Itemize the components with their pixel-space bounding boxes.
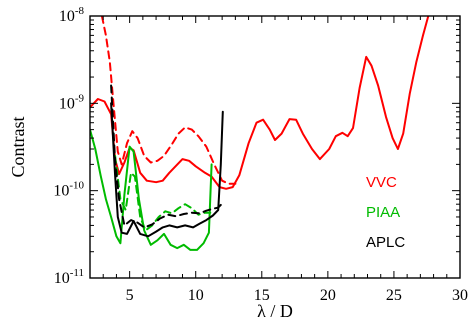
y-tick-label: 10-11	[54, 267, 84, 287]
y-tick-label: 10-8	[59, 5, 85, 25]
series-line-aplc	[110, 102, 224, 238]
x-tick-label: 25	[386, 287, 402, 304]
series-line-dashed-1	[100, 16, 237, 185]
legend-label-aplc: APLC	[366, 234, 405, 251]
legend: VVC PIAA APLC	[366, 174, 405, 251]
legend-label-vvc: VVC	[366, 174, 397, 191]
y-axis-label: Contrast	[8, 117, 28, 178]
x-tick-label: 5	[126, 287, 134, 304]
x-tick-label: 20	[320, 287, 336, 304]
y-tick-label: 10-10	[53, 180, 84, 200]
x-tick-label: 30	[452, 287, 468, 304]
x-tick-label: 10	[188, 287, 204, 304]
series-line-dashed-3	[114, 154, 212, 232]
x-tick-labels: 5 10 15 20 25 30	[126, 287, 468, 304]
series-line-vvc	[90, 16, 430, 190]
y-tick-labels: 10-8 10-9 10-10 10-11	[53, 5, 84, 287]
y-tick-label: 10-9	[59, 92, 85, 112]
series-layer	[90, 16, 430, 251]
x-tick-label: 15	[254, 287, 270, 304]
x-axis-label: λ / D	[257, 301, 293, 321]
legend-label-piaa: PIAA	[366, 204, 400, 221]
ticks-layer	[89, 15, 461, 279]
series-line-dashed-5	[110, 84, 223, 229]
series-line-piaa	[90, 128, 213, 251]
